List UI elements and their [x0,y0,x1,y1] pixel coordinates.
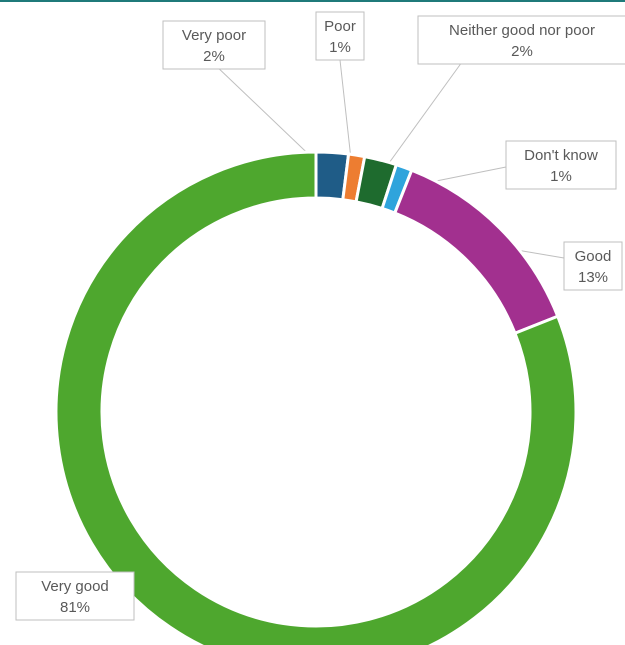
top-rule [0,0,625,2]
callouts: Very poor 2% Poor 1% Neither good nor poor 2%… [15,11,625,621]
callout-box [15,571,135,621]
callout-box [563,241,623,291]
percent-label: 13% [578,269,608,286]
percent-label: 1% [329,39,351,56]
callout-box [162,20,266,70]
callout-neither-good-nor-poor: Neither good nor poor 2% [417,15,625,65]
category-label: Neither good nor poor [449,22,595,39]
category-label: Very poor [182,27,246,44]
slice-good [392,168,560,336]
category-label: Very good [41,578,109,595]
category-label: Poor [324,18,356,35]
slice-very-good [54,150,578,645]
category-label: Good [575,248,612,265]
callout-box [417,15,625,65]
callout-box [505,140,617,190]
category-label: Don't know [524,147,598,164]
percent-label: 2% [203,48,225,65]
callout-very-good: Very good 81% [15,571,135,621]
percent-label: 2% [511,43,533,60]
percent-label: 81% [60,599,90,616]
callout-good: Good 13% [563,241,623,291]
slices [54,150,578,645]
percent-label: 1% [550,168,572,185]
callout-poor: Poor 1% [315,11,365,61]
callout-don-t-know: Don't know 1% [505,140,617,190]
callout-very-poor: Very poor 2% [162,20,266,70]
callout-box [315,11,365,61]
